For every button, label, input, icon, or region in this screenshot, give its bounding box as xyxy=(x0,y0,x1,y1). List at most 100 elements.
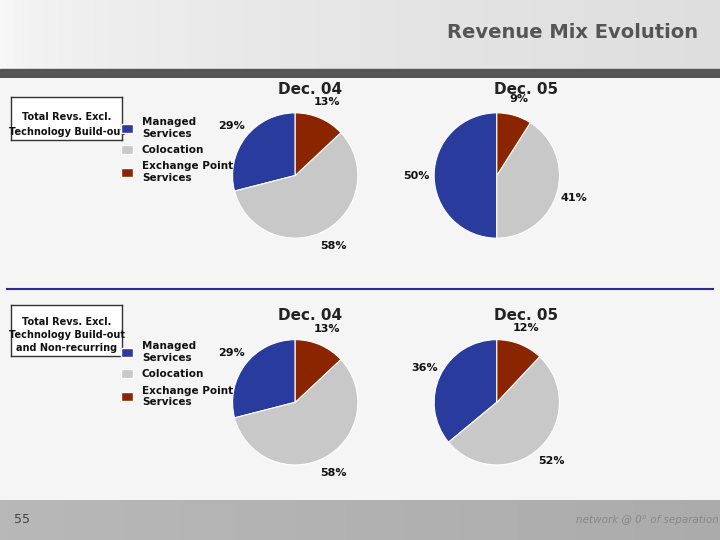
Bar xyxy=(374,0,382,78)
Bar xyxy=(86,500,94,540)
Bar xyxy=(65,500,72,540)
Text: network @ 0° of separation: network @ 0° of separation xyxy=(576,515,719,525)
Bar xyxy=(518,0,526,78)
Bar xyxy=(302,500,310,540)
Bar xyxy=(194,500,202,540)
Bar xyxy=(295,0,302,78)
Bar xyxy=(446,500,454,540)
Bar xyxy=(533,0,540,78)
Text: Dec. 05: Dec. 05 xyxy=(493,82,558,97)
Bar xyxy=(72,0,79,78)
Bar xyxy=(439,0,446,78)
Bar xyxy=(446,0,454,78)
Bar xyxy=(569,500,576,540)
Bar xyxy=(403,0,410,78)
Bar xyxy=(367,500,374,540)
Bar xyxy=(670,500,677,540)
Bar xyxy=(187,0,194,78)
Bar xyxy=(511,500,518,540)
Bar xyxy=(252,0,259,78)
Bar xyxy=(691,500,698,540)
Bar xyxy=(684,0,691,78)
Bar xyxy=(626,500,634,540)
Bar xyxy=(612,500,619,540)
Text: 55: 55 xyxy=(14,513,30,526)
Bar xyxy=(590,500,598,540)
Wedge shape xyxy=(233,340,295,418)
Bar xyxy=(338,500,346,540)
Bar xyxy=(468,500,475,540)
Bar xyxy=(634,0,641,78)
Bar xyxy=(360,0,367,78)
Text: 52%: 52% xyxy=(539,456,565,465)
Bar xyxy=(173,0,180,78)
Bar xyxy=(216,500,223,540)
Bar xyxy=(418,0,425,78)
Bar xyxy=(86,0,94,78)
Bar xyxy=(641,0,648,78)
Text: 29%: 29% xyxy=(218,122,246,131)
Text: 50%: 50% xyxy=(403,171,430,180)
Text: 36%: 36% xyxy=(411,363,438,373)
Bar xyxy=(634,500,641,540)
Text: 58%: 58% xyxy=(320,241,347,251)
Bar xyxy=(662,500,670,540)
Bar xyxy=(65,0,72,78)
Bar xyxy=(238,500,245,540)
Wedge shape xyxy=(295,113,341,176)
Bar xyxy=(511,0,518,78)
Bar xyxy=(382,500,389,540)
Bar xyxy=(619,500,626,540)
Bar xyxy=(713,0,720,78)
Bar xyxy=(382,0,389,78)
Bar xyxy=(209,0,216,78)
Bar xyxy=(569,0,576,78)
Bar xyxy=(14,500,22,540)
Bar xyxy=(29,0,36,78)
Bar xyxy=(554,500,562,540)
Bar xyxy=(36,500,43,540)
Bar xyxy=(432,0,439,78)
Bar xyxy=(482,0,490,78)
Bar xyxy=(223,500,230,540)
Bar xyxy=(317,500,324,540)
Bar xyxy=(605,0,612,78)
Bar xyxy=(425,0,432,78)
Bar xyxy=(238,0,245,78)
Bar xyxy=(137,0,144,78)
Bar xyxy=(504,0,511,78)
Bar xyxy=(50,0,58,78)
Bar xyxy=(533,500,540,540)
Bar xyxy=(130,500,137,540)
Bar xyxy=(648,500,655,540)
Bar xyxy=(43,500,50,540)
Text: Dec. 05: Dec. 05 xyxy=(493,308,558,323)
Bar xyxy=(396,500,403,540)
Bar xyxy=(418,500,425,540)
Bar xyxy=(432,500,439,540)
Bar xyxy=(79,0,86,78)
Bar xyxy=(22,500,29,540)
Bar xyxy=(547,500,554,540)
Bar xyxy=(684,500,691,540)
Bar xyxy=(504,500,511,540)
Bar xyxy=(144,500,151,540)
Bar xyxy=(115,0,122,78)
Bar xyxy=(468,0,475,78)
Bar xyxy=(655,0,662,78)
Text: Technology Build-out: Technology Build-out xyxy=(9,127,125,137)
Bar xyxy=(698,500,706,540)
Bar xyxy=(605,500,612,540)
Bar xyxy=(389,500,396,540)
Bar xyxy=(101,0,108,78)
Bar xyxy=(497,500,504,540)
Bar xyxy=(540,0,547,78)
Bar xyxy=(554,0,562,78)
Bar xyxy=(137,500,144,540)
Bar xyxy=(259,0,266,78)
Bar xyxy=(410,500,418,540)
Wedge shape xyxy=(434,113,497,238)
Bar xyxy=(619,0,626,78)
Bar xyxy=(353,0,360,78)
Bar xyxy=(310,0,317,78)
